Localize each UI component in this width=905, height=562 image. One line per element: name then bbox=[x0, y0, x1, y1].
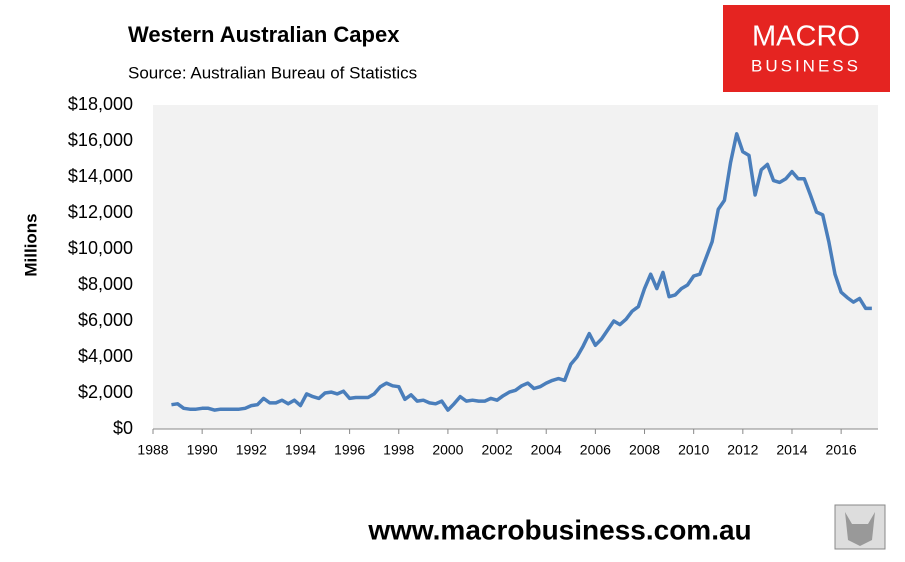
x-tick-label: 1996 bbox=[334, 442, 365, 458]
y-tick-label: $6,000 bbox=[78, 310, 133, 330]
y-tick-label: $0 bbox=[113, 418, 133, 438]
y-tick-label: $10,000 bbox=[68, 238, 133, 258]
plot-area bbox=[153, 105, 878, 429]
y-tick-label: $4,000 bbox=[78, 346, 133, 366]
logo-text: MACRO bbox=[752, 21, 860, 53]
x-tick-label: 2010 bbox=[678, 442, 709, 458]
x-tick-label: 1994 bbox=[285, 442, 316, 458]
x-tick-label: 2000 bbox=[432, 442, 463, 458]
x-tick-label: 1988 bbox=[137, 442, 168, 458]
x-tick-label: 2008 bbox=[629, 442, 660, 458]
x-tick-label: 2006 bbox=[580, 442, 611, 458]
chart-subtitle: Source: Australian Bureau of Statistics bbox=[128, 63, 417, 82]
x-tick-label: 2014 bbox=[776, 442, 807, 458]
y-tick-label: $16,000 bbox=[68, 130, 133, 150]
footer-url: www.macrobusiness.com.au bbox=[367, 514, 751, 545]
y-tick-label: $8,000 bbox=[78, 274, 133, 294]
y-tick-label: $14,000 bbox=[68, 166, 133, 186]
x-tick-label: 2012 bbox=[727, 442, 758, 458]
x-tick-label: 2004 bbox=[531, 442, 562, 458]
chart-title: Western Australian Capex bbox=[128, 22, 400, 47]
data-line bbox=[171, 132, 872, 412]
x-tick-label: 1998 bbox=[383, 442, 414, 458]
wolf-icon-face bbox=[845, 512, 875, 546]
x-tick-label: 2002 bbox=[481, 442, 512, 458]
x-tick-label: 1990 bbox=[187, 442, 218, 458]
logo-text: BUSINESS bbox=[751, 56, 861, 75]
y-tick-label: $18,000 bbox=[68, 94, 133, 114]
y-tick-label: $12,000 bbox=[68, 202, 133, 222]
x-tick-label: 2016 bbox=[826, 442, 857, 458]
y-axis-label: Millions bbox=[21, 213, 40, 276]
y-tick-label: $2,000 bbox=[78, 382, 133, 402]
x-tick-label: 1992 bbox=[236, 442, 267, 458]
logo bbox=[723, 5, 890, 92]
